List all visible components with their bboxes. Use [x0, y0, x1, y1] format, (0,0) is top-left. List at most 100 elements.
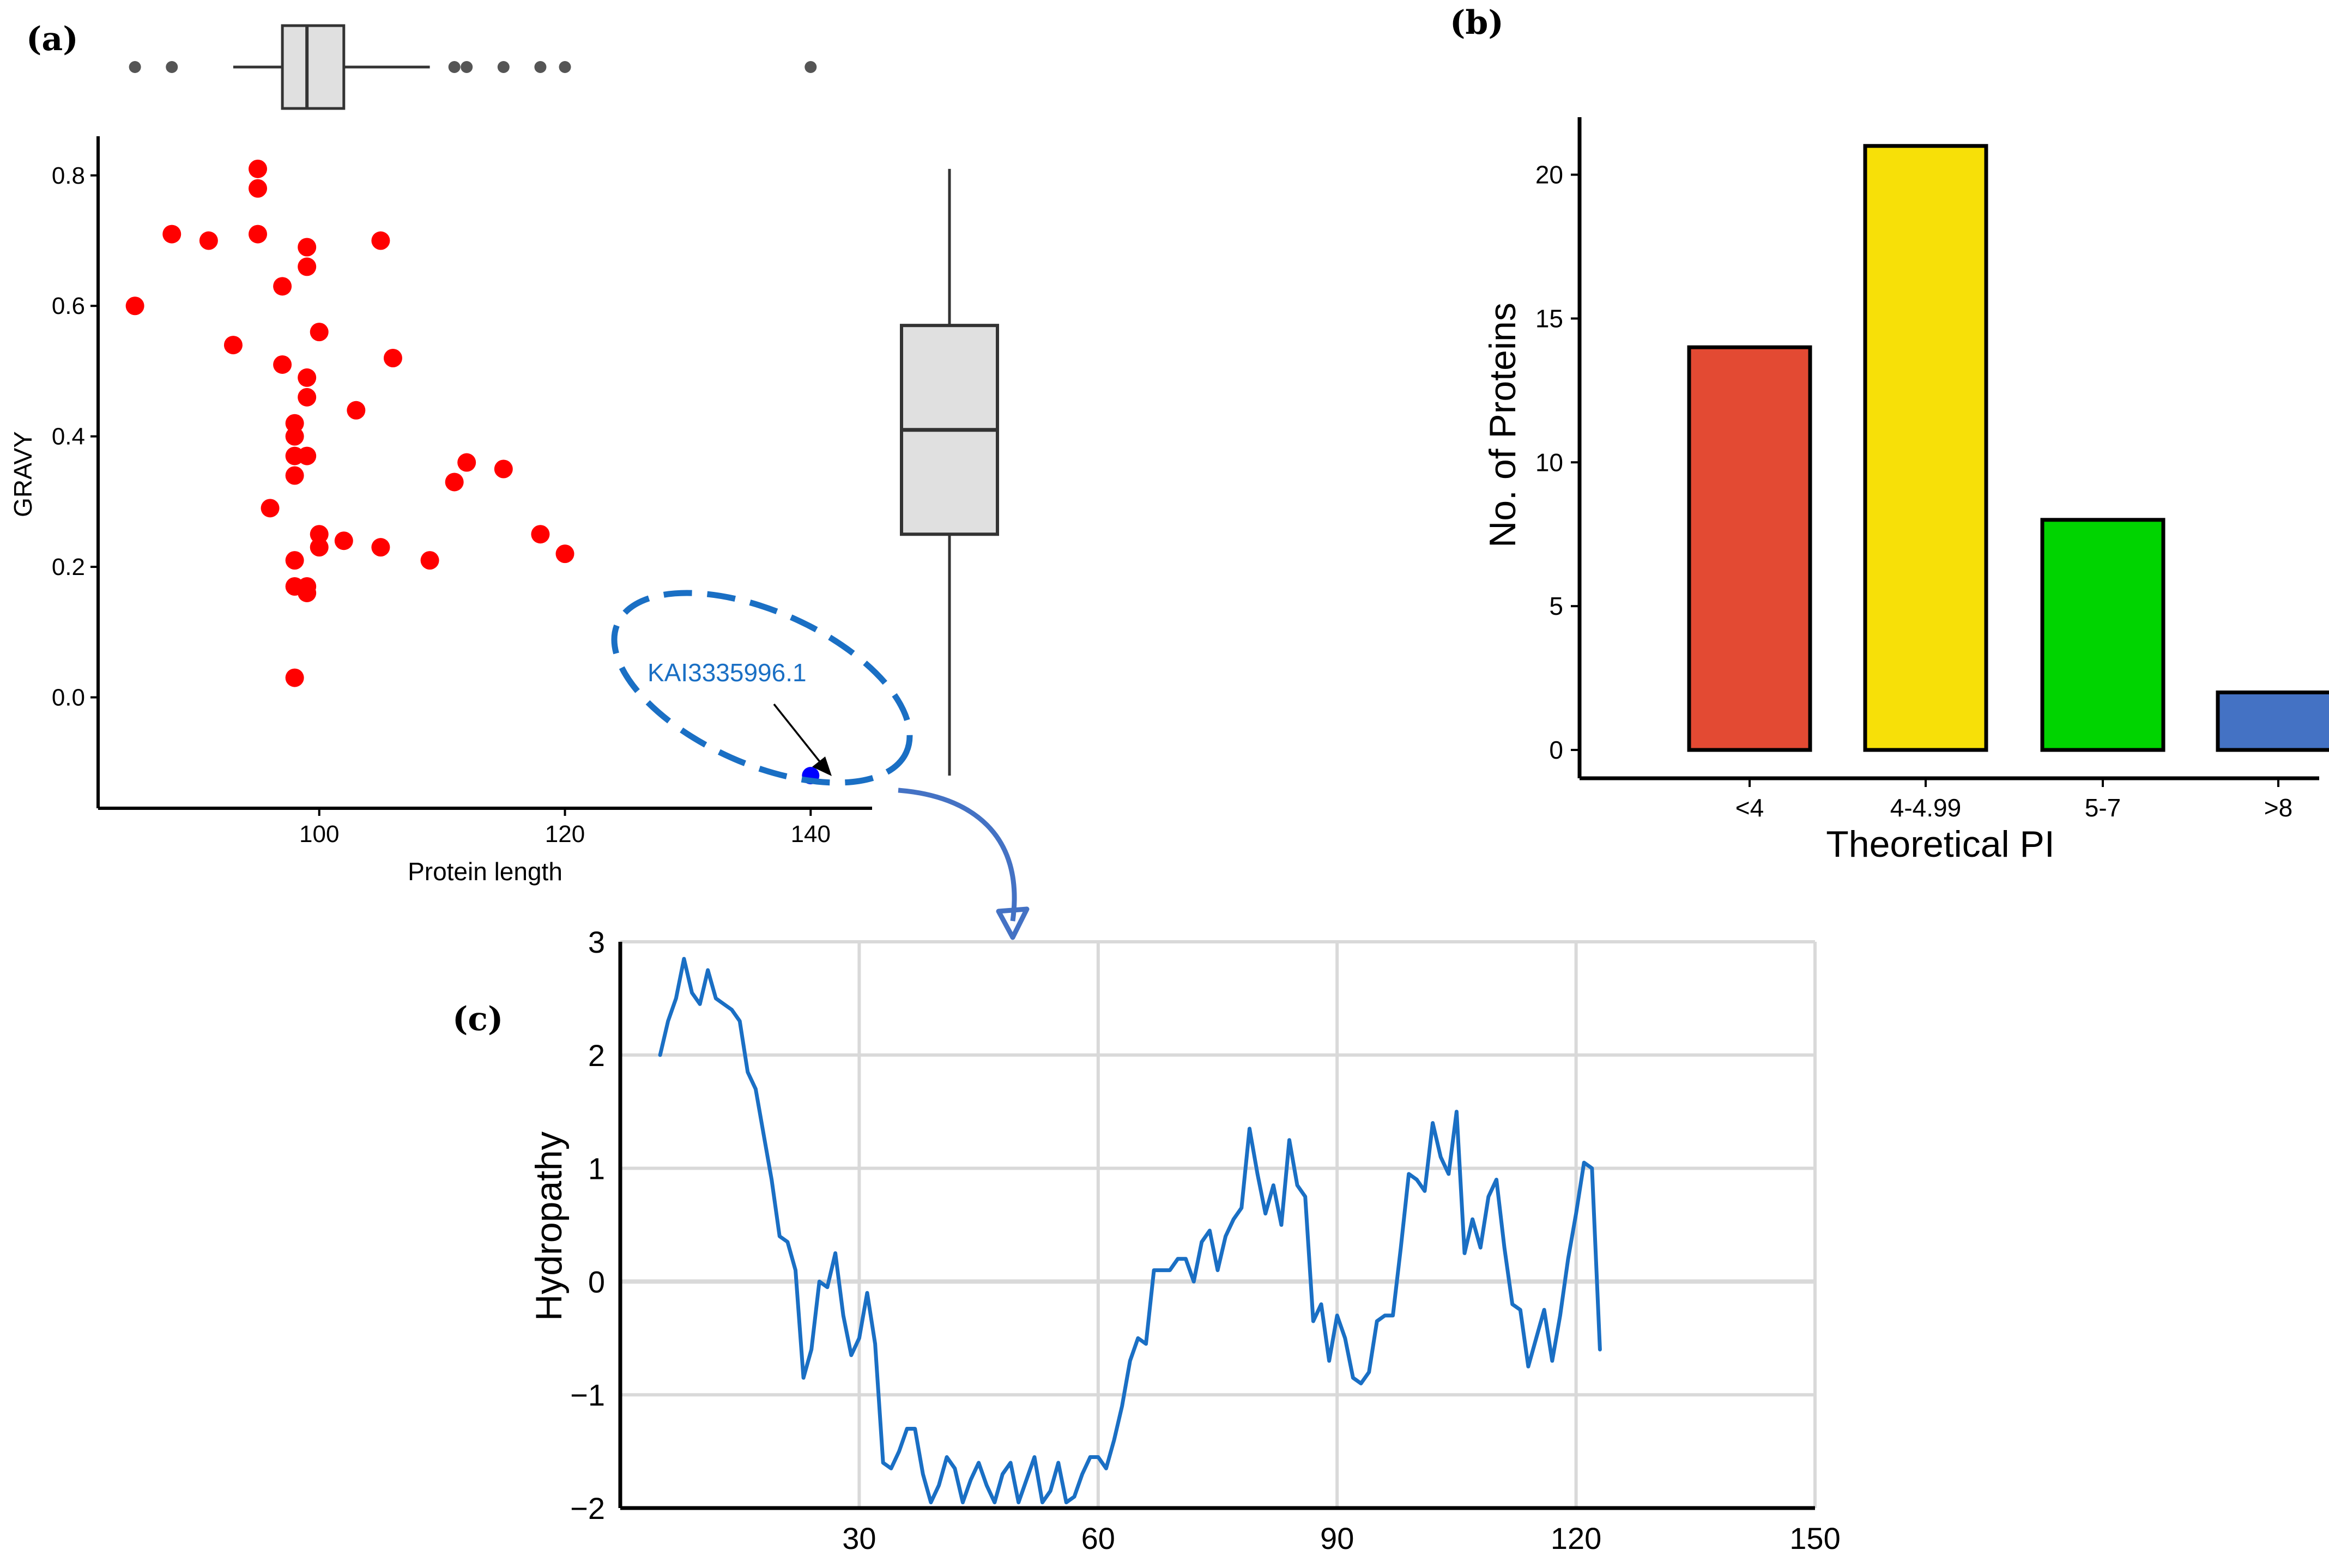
scatter-point	[285, 414, 304, 433]
scatter-point	[249, 179, 268, 198]
scatter-point	[285, 668, 304, 687]
highlight-label: KAI3335996.1	[648, 658, 807, 687]
x-tick-label: 100	[299, 821, 339, 847]
x-tick-label: 4-4.99	[1890, 794, 1961, 822]
scatter-ticks: 100 120 140 0.0 0.2 0.4 0.6 0.8	[52, 162, 831, 847]
scatter-point	[298, 446, 317, 465]
scatter-points	[125, 159, 820, 785]
y-tick-label: 5	[1549, 592, 1563, 620]
scatter-point	[285, 427, 304, 446]
bar-0	[1687, 345, 1812, 752]
panel-label-c: (c)	[452, 1000, 503, 1038]
y-axis-title: No. of Proteins	[1482, 302, 1523, 548]
x-tick-label: <4	[1735, 794, 1764, 822]
scatter-point	[249, 159, 268, 178]
scatter-point	[420, 551, 439, 570]
scatter-point	[298, 368, 317, 387]
x-tick-label: 60	[1081, 1521, 1115, 1555]
bar-3	[2216, 690, 2329, 752]
scatter-point	[162, 225, 182, 244]
annotation-arrowhead	[812, 756, 832, 776]
y-tick-label: −1	[570, 1378, 605, 1412]
x-tick-label: 30	[842, 1521, 876, 1555]
y-axis-title: GRAVY	[9, 431, 37, 517]
y-tick-label: −2	[570, 1491, 605, 1525]
box-outlier	[129, 61, 141, 73]
scatter-point	[383, 349, 402, 368]
box-iqr	[281, 24, 346, 110]
box-outlier	[534, 61, 547, 73]
y-axis-title: Hydropathy	[528, 1131, 570, 1321]
y-tick-label: 3	[588, 925, 605, 959]
y-tick-label: 0	[588, 1264, 605, 1299]
scatter-point	[298, 388, 317, 407]
scatter-point	[445, 473, 464, 492]
box-outlier	[461, 61, 473, 73]
scatter-point	[371, 231, 390, 250]
line-grid	[620, 940, 1817, 1508]
box-outlier	[804, 61, 817, 73]
annotation-arrow-line	[773, 703, 822, 764]
scatter-point	[298, 238, 317, 257]
y-tick-label: 0.8	[52, 162, 85, 189]
panel-c-line: −2 −1 0 1 2 3 30 60 90 120 150 Hydropathy	[528, 925, 1841, 1555]
x-tick-label: >8	[2264, 794, 2292, 822]
y-tick-label: 0.6	[52, 293, 85, 319]
line-ticks: −2 −1 0 1 2 3 30 60 90 120 150	[570, 925, 1841, 1555]
scatter-point	[555, 544, 574, 564]
scatter-point	[457, 453, 476, 472]
y-tick-label: 1	[588, 1152, 605, 1186]
bar-ticks: <4 4-4.99 5-7 >8 0 5 10 15 20	[1535, 161, 2292, 822]
scatter-point	[494, 459, 513, 479]
y-tick-label: 20	[1535, 161, 1563, 189]
x-tick-label: 140	[791, 821, 831, 847]
scatter-point	[249, 225, 268, 244]
x-tick-label: 150	[1789, 1521, 1840, 1555]
y-tick-label: 10	[1535, 448, 1563, 476]
bar-group	[1687, 144, 2329, 752]
x-tick-label: 120	[1551, 1521, 1601, 1555]
panel-b-bar: <4 4-4.99 5-7 >8 0 5 10 15 20 Theoretical PI No.…	[1482, 117, 2329, 865]
highlight-ellipse	[611, 590, 913, 786]
x-axis-title: Theoretical PI	[1826, 824, 2055, 865]
hydropathy-series-line	[658, 956, 1602, 1505]
scatter-point	[273, 355, 292, 374]
scatter-point	[298, 583, 317, 602]
scatter-point	[199, 231, 218, 250]
y-tick-label: 0.0	[52, 684, 85, 711]
link-arrow-to-c	[898, 788, 1017, 922]
bar-1	[1863, 144, 1988, 752]
link-arrowhead	[996, 906, 1030, 940]
box-outlier	[166, 61, 178, 73]
x-axis-title: Protein length	[408, 857, 562, 886]
marginal-boxplot-y	[900, 168, 999, 776]
scatter-point	[298, 257, 317, 276]
bar-2	[2040, 518, 2165, 752]
scatter-point	[347, 401, 366, 420]
box-outlier	[448, 61, 461, 73]
x-tick-label: 5-7	[2085, 794, 2121, 822]
scatter-point	[261, 499, 280, 518]
x-tick-label: 120	[545, 821, 585, 847]
box-outlier	[559, 61, 571, 73]
panel-label-b: (b)	[1450, 4, 1504, 42]
scatter-point	[334, 531, 353, 550]
y-tick-label: 0.2	[52, 554, 85, 580]
box-outlier	[497, 61, 510, 73]
x-tick-label: 90	[1320, 1521, 1354, 1555]
y-tick-label: 2	[588, 1038, 605, 1073]
scatter-point	[310, 525, 329, 544]
marginal-boxplot-x	[129, 24, 817, 110]
y-tick-label: 0	[1549, 736, 1563, 764]
panel-label-a: (a)	[26, 20, 78, 58]
y-tick-label: 15	[1535, 304, 1563, 332]
scatter-point	[125, 296, 144, 316]
y-tick-label: 0.4	[52, 423, 85, 450]
scatter-point	[371, 538, 390, 557]
scatter-point	[531, 525, 550, 544]
scatter-point	[273, 277, 292, 296]
scatter-point	[223, 336, 243, 355]
scatter-point	[310, 323, 329, 342]
scatter-point	[285, 466, 304, 485]
